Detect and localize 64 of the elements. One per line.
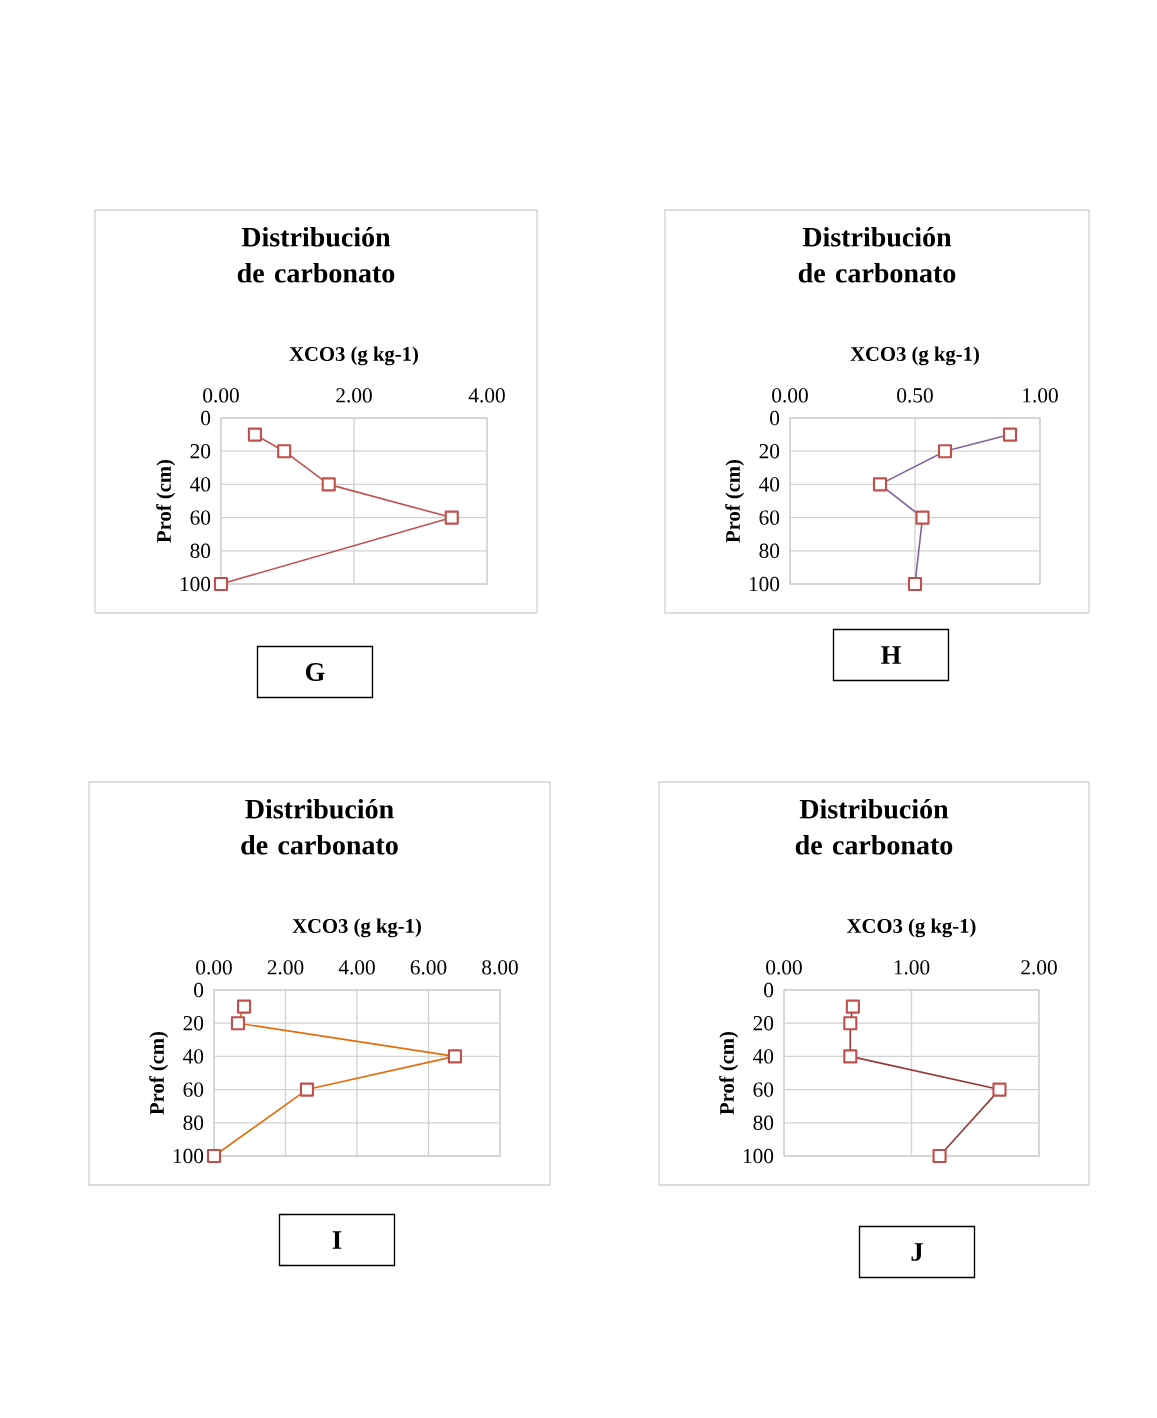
x-tick-label: 0.00: [766, 960, 802, 975]
point: [845, 999, 860, 1014]
y-tick-label: 80: [183, 1115, 204, 1130]
x-tick-label: 8.00: [482, 960, 518, 975]
chart-title: Distribución de carbonato: [241, 798, 398, 855]
point: [321, 477, 336, 492]
y-axis-title: Prof (cm): [156, 459, 176, 543]
y-tick-label: 100: [173, 1148, 204, 1164]
point: [992, 1082, 1007, 1097]
x-tick-label: 0.50: [897, 388, 933, 403]
x-tick-label: 0.00: [196, 960, 232, 975]
x-tick-label: 2.00: [336, 388, 372, 403]
y-tick-label: 60: [183, 1082, 204, 1097]
text: G: [305, 663, 325, 681]
text: J: [911, 1243, 923, 1261]
y-axis-title: Prof (cm): [725, 459, 745, 543]
y-tick-label: 0: [770, 410, 780, 426]
y-tick-label: 20: [183, 1016, 204, 1031]
chart-title: Distribución de carbonato: [237, 226, 395, 283]
point: [843, 1049, 858, 1064]
x-tick-label: 1.00: [1023, 388, 1058, 403]
y-tick-label: 60: [190, 510, 211, 525]
point: [843, 1016, 858, 1031]
point: [932, 1148, 947, 1164]
chart-title: Distribución de carbonato: [795, 798, 953, 855]
x-tick-label: 2.00: [267, 960, 304, 975]
x-tick-label: 1.00: [894, 960, 930, 975]
x-tick-label: 4.00: [468, 388, 505, 403]
y-tick-label: 20: [759, 444, 780, 459]
y-tick-label: 20: [753, 1016, 774, 1031]
x-tick-label: 0.00: [772, 388, 808, 403]
x-axis-title: XCO3 (g kg-1): [850, 346, 979, 366]
y-tick-label: 80: [759, 543, 780, 558]
y-tick-label: 60: [753, 1082, 774, 1097]
y-tick-label: 100: [749, 576, 780, 592]
text: I: [332, 1231, 342, 1249]
x-axis-title: XCO3 (g kg-1): [847, 918, 976, 938]
y-tick-label: 40: [753, 1049, 774, 1064]
y-tick-label: 60: [759, 510, 780, 525]
x-axis-title: XCO3 (g kg-1): [289, 346, 418, 366]
point: [444, 510, 459, 525]
y-tick-label: 40: [190, 477, 211, 492]
y-tick-label: 0: [201, 410, 211, 426]
y-tick-label: 20: [190, 444, 211, 459]
y-tick-label: 80: [753, 1115, 774, 1130]
y-axis-title: Prof (cm): [149, 1031, 169, 1115]
x-tick-label: 4.00: [338, 960, 375, 975]
y-tick-label: 100: [180, 576, 211, 592]
x-tick-label: 6.00: [410, 960, 447, 975]
y-tick-label: 0: [764, 982, 774, 998]
chart-title: Distribución de carbonato: [798, 226, 956, 283]
x-tick-label: 0.00: [203, 388, 239, 403]
y-axis-title: Prof (cm): [719, 1031, 739, 1115]
point: [247, 427, 262, 442]
x-axis-title: XCO3 (g kg-1): [292, 918, 421, 938]
y-tick-label: 40: [183, 1049, 204, 1064]
point: [277, 444, 292, 459]
y-tick-label: 80: [190, 543, 211, 558]
point: [213, 576, 229, 592]
x-tick-label: 2.00: [1021, 960, 1057, 975]
text: H: [881, 646, 901, 664]
y-tick-label: 0: [194, 982, 204, 998]
y-tick-label: 40: [759, 477, 780, 492]
y-tick-label: 100: [743, 1148, 774, 1164]
